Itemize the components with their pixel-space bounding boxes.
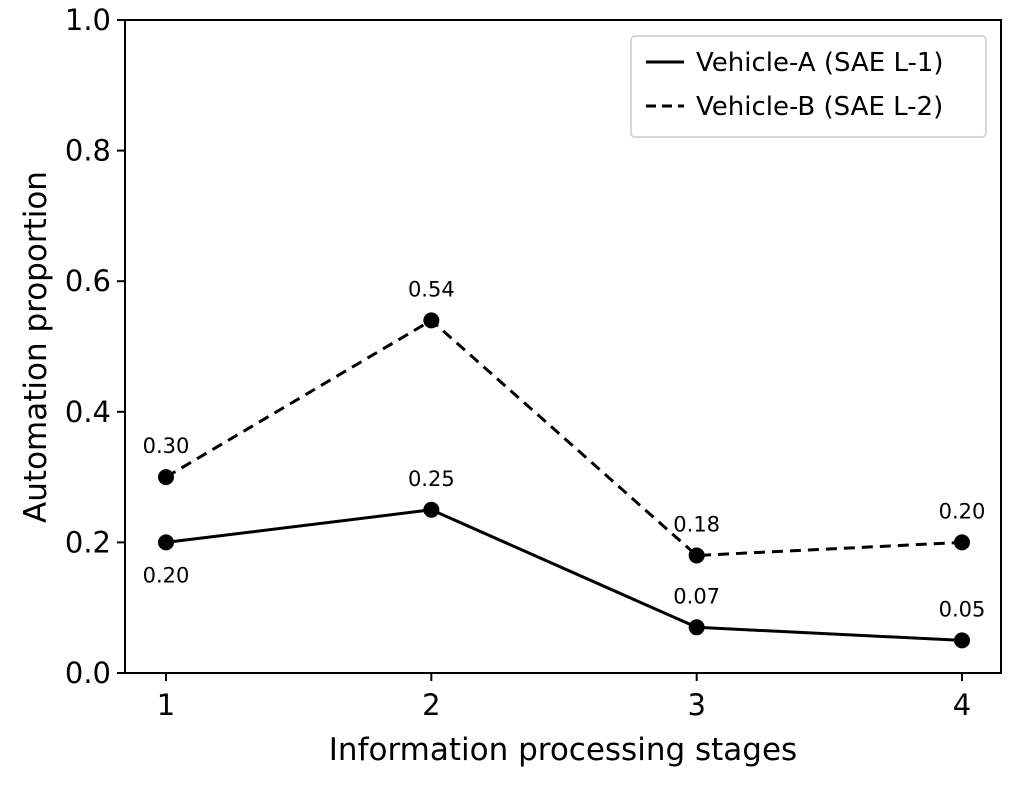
x-axis-ticks: 1 2 3 4 xyxy=(157,673,971,722)
x-axis-title: Information processing stages xyxy=(329,732,797,768)
data-point xyxy=(423,501,440,518)
data-point xyxy=(688,619,705,636)
data-label: 0.30 xyxy=(143,434,190,458)
y-axis-title: Automation proportion xyxy=(18,171,54,523)
y-tick-label: 1.0 xyxy=(65,3,111,37)
data-point xyxy=(158,469,174,486)
legend: Vehicle-A (SAE L-1) Vehicle-B (SAE L-2) xyxy=(630,35,987,138)
data-label: 0.05 xyxy=(939,597,986,621)
y-tick-label: 0.2 xyxy=(65,525,111,559)
y-tick-label: 0.6 xyxy=(65,264,111,298)
data-point xyxy=(158,534,174,551)
y-axis-ticks: 0.0 0.2 0.4 0.6 0.8 1.0 xyxy=(65,3,125,690)
y-tick-label: 0.8 xyxy=(65,134,111,168)
legend-label-vehicle-a: Vehicle-A (SAE L-1) xyxy=(696,48,944,78)
plot-frame xyxy=(124,19,1002,674)
x-tick-label: 1 xyxy=(157,688,175,722)
series-line-1 xyxy=(165,508,963,642)
data-point xyxy=(423,312,440,329)
data-label: 0.25 xyxy=(408,467,455,491)
series-line-2 xyxy=(165,318,963,557)
data-label: 0.20 xyxy=(939,499,986,523)
data-label: 0.54 xyxy=(408,277,455,301)
legend-frame xyxy=(630,35,987,138)
x-tick-label: 3 xyxy=(687,688,705,722)
data-point xyxy=(688,547,705,564)
x-tick-label: 4 xyxy=(953,688,971,722)
data-label: 0.20 xyxy=(143,563,190,587)
data-label: 0.07 xyxy=(673,584,720,608)
y-tick-label: 0.4 xyxy=(65,395,111,429)
data-point xyxy=(954,534,970,551)
x-tick-label: 2 xyxy=(422,688,440,722)
data-label: 0.18 xyxy=(673,512,720,536)
y-tick-label: 0.0 xyxy=(65,656,111,690)
data-point xyxy=(954,632,970,649)
legend-label-vehicle-b: Vehicle-B (SAE L-2) xyxy=(696,92,943,122)
plot-marks: 0.20 0.25 0.07 0.05 0.30 0.54 0.18 0.20 xyxy=(143,277,986,649)
